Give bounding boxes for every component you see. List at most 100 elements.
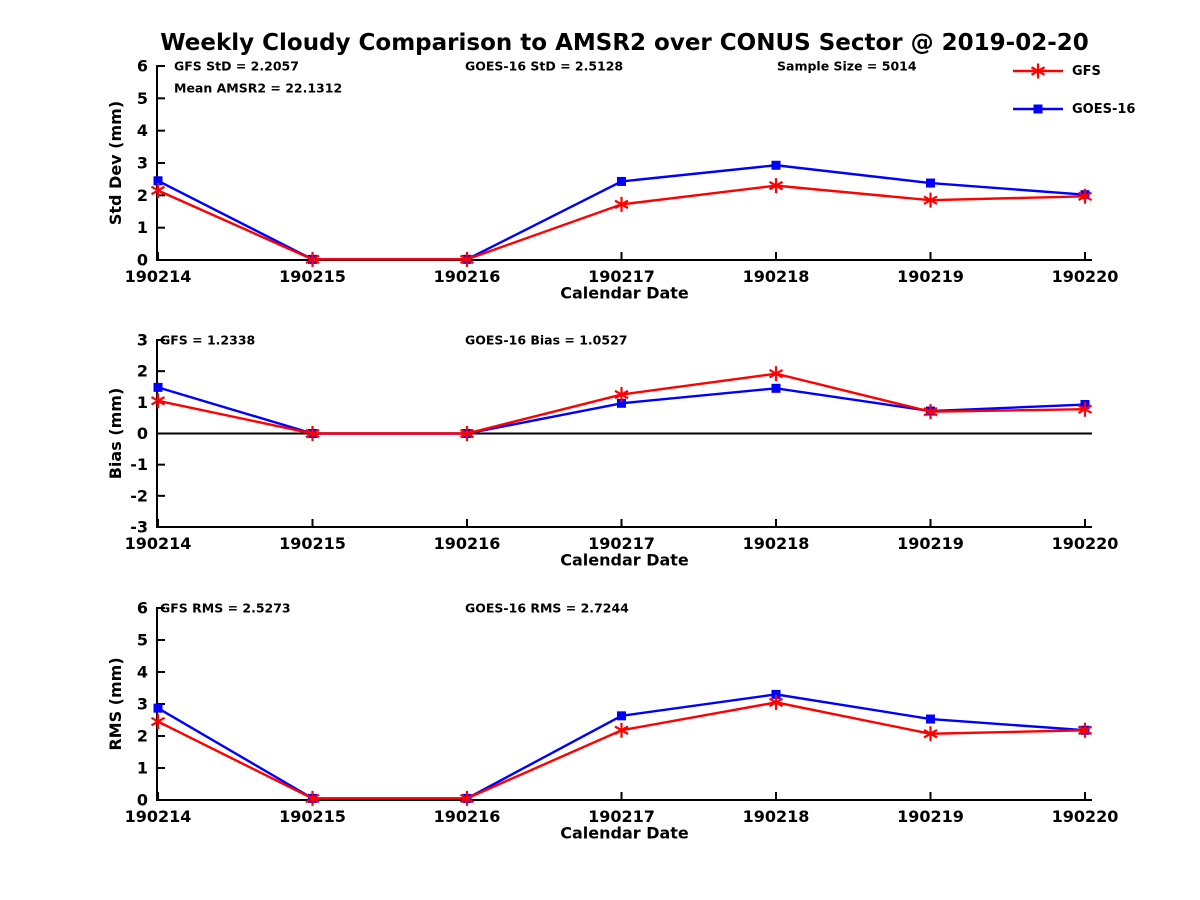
subplot-std-dev: 0 1 2 3 4 5 6 190214 190215 190216 190217 190218 190… — [106, 57, 1118, 303]
y-axis-title: Bias (mm) — [106, 388, 125, 480]
goes-16-marker — [926, 714, 935, 724]
y-tick-label: 3 — [137, 695, 148, 714]
x-tick-label: 190215 — [279, 534, 346, 553]
x-axis-title: Calendar Date — [560, 551, 689, 570]
y-tick-label: -2 — [130, 486, 148, 505]
gfs-marker — [1030, 63, 1046, 79]
x-tick-label: 190215 — [279, 807, 346, 826]
gfs-line — [157, 184, 1086, 261]
x-tick-label: 190220 — [1052, 534, 1119, 553]
y-tick-label: 0 — [137, 791, 148, 810]
y-tick-label: 6 — [137, 57, 148, 76]
gfs-marker — [150, 714, 166, 730]
x-tick-label: 190219 — [897, 807, 964, 826]
goes-16-legend-marker — [1013, 104, 1063, 114]
gfs-marker — [459, 790, 475, 806]
x-tick-label: 190217 — [588, 534, 655, 553]
x-tick-label: 190218 — [743, 807, 810, 826]
stat-annotation: GOES-16 Bias = 1.0527 — [465, 333, 627, 348]
x-axis-title: Calendar Date — [560, 824, 689, 843]
gfs-marker — [923, 726, 938, 742]
legend-item-goes-16: GOES-16 — [1012, 99, 1135, 119]
gfs-marker — [1077, 188, 1093, 204]
gfs-marker — [459, 426, 475, 441]
gfs-marker — [150, 393, 166, 409]
x-tick-label: 190220 — [1052, 267, 1119, 286]
stat-annotation: GFS StD = 2.2057 — [174, 59, 299, 74]
goes-16-marker — [617, 711, 626, 721]
goes-16-marker — [771, 160, 781, 170]
y-tick-label: 2 — [137, 362, 148, 381]
x-tick-label: 190219 — [897, 267, 964, 286]
x-tick-label: 190214 — [125, 807, 192, 826]
x-tick-label: 190219 — [897, 534, 964, 553]
goes-16-marker — [153, 176, 163, 186]
y-tick-label: 3 — [137, 331, 148, 350]
subplot-bias: -3 -2 -1 0 1 2 3 190214 190215 190216 190217 190218… — [106, 331, 1118, 570]
gfs-marker — [614, 387, 629, 403]
x-tick-label: 190214 — [125, 534, 192, 553]
gfs-marker — [768, 694, 784, 710]
goes-16-marker — [617, 176, 626, 186]
legend-label-gfs: GFS — [1072, 63, 1101, 79]
stat-annotation: GOES-16 RMS = 2.7244 — [465, 601, 629, 616]
axis-frame — [156, 607, 1092, 801]
stat-annotation: GFS = 1.2338 — [160, 333, 255, 348]
y-tick-label: 2 — [137, 727, 148, 746]
gfs-marker — [614, 722, 629, 738]
y-tick-label: 1 — [137, 218, 148, 237]
goes-16-line — [157, 693, 1086, 800]
goes-16-marker — [153, 703, 163, 713]
goes-16-marker — [771, 383, 781, 393]
gfs-marker — [923, 192, 938, 208]
y-tick-label: -3 — [130, 518, 148, 537]
goes-16-marker — [617, 398, 626, 408]
y-tick-label: 3 — [137, 154, 148, 173]
x-axis-title: Calendar Date — [560, 284, 689, 303]
stat-annotation: Mean AMSR2 = 22.1312 — [174, 81, 342, 96]
goes-16-marker — [926, 178, 935, 188]
gfs-marker — [614, 196, 629, 212]
x-tick-label: 190215 — [279, 267, 346, 286]
goes-16-marker — [1033, 104, 1043, 114]
stat-annotation: GOES-16 StD = 2.5128 — [465, 59, 623, 74]
gfs-marker — [150, 182, 166, 198]
y-tick-label: 1 — [137, 759, 148, 778]
y-tick-label: 0 — [137, 251, 148, 270]
y-axis-title: RMS (mm) — [106, 657, 125, 750]
y-tick-label: 5 — [137, 631, 148, 650]
gfs-marker — [459, 251, 475, 267]
gfs-marker — [768, 366, 784, 382]
legend-label-goes-16: GOES-16 — [1072, 101, 1136, 117]
y-tick-label: 5 — [137, 89, 148, 108]
x-tick-label: 190216 — [434, 534, 501, 553]
x-tick-label: 190217 — [588, 267, 655, 286]
y-tick-label: 4 — [137, 663, 148, 682]
x-tick-label: 190218 — [743, 267, 810, 286]
x-tick-label: 190220 — [1052, 807, 1119, 826]
gfs-marker — [1077, 722, 1093, 738]
y-tick-label: 6 — [137, 599, 148, 618]
x-tick-label: 190214 — [125, 267, 192, 286]
stat-annotation: Sample Size = 5014 — [777, 59, 917, 74]
gfs-marker — [768, 178, 784, 194]
y-tick-label: 4 — [137, 121, 148, 140]
gfs-marker — [305, 790, 320, 806]
y-tick-label: 0 — [137, 424, 148, 443]
x-tick-label: 190216 — [434, 807, 501, 826]
goes-16-marker — [771, 689, 781, 699]
y-axis-title: Std Dev (mm) — [106, 101, 125, 225]
x-tick-label: 190216 — [434, 267, 501, 286]
goes-16-marker — [153, 382, 163, 392]
stat-annotation: GFS RMS = 2.5273 — [160, 601, 291, 616]
y-tick-label: 1 — [137, 393, 148, 412]
gfs-legend-marker — [1013, 63, 1063, 79]
figure-title: Weekly Cloudy Comparison to AMSR2 over C… — [160, 30, 1089, 56]
y-tick-label: -1 — [130, 455, 148, 474]
x-tick-label: 190217 — [588, 807, 655, 826]
x-tick-label: 190218 — [743, 534, 810, 553]
gfs-marker — [305, 426, 320, 441]
gfs-marker — [923, 404, 938, 420]
